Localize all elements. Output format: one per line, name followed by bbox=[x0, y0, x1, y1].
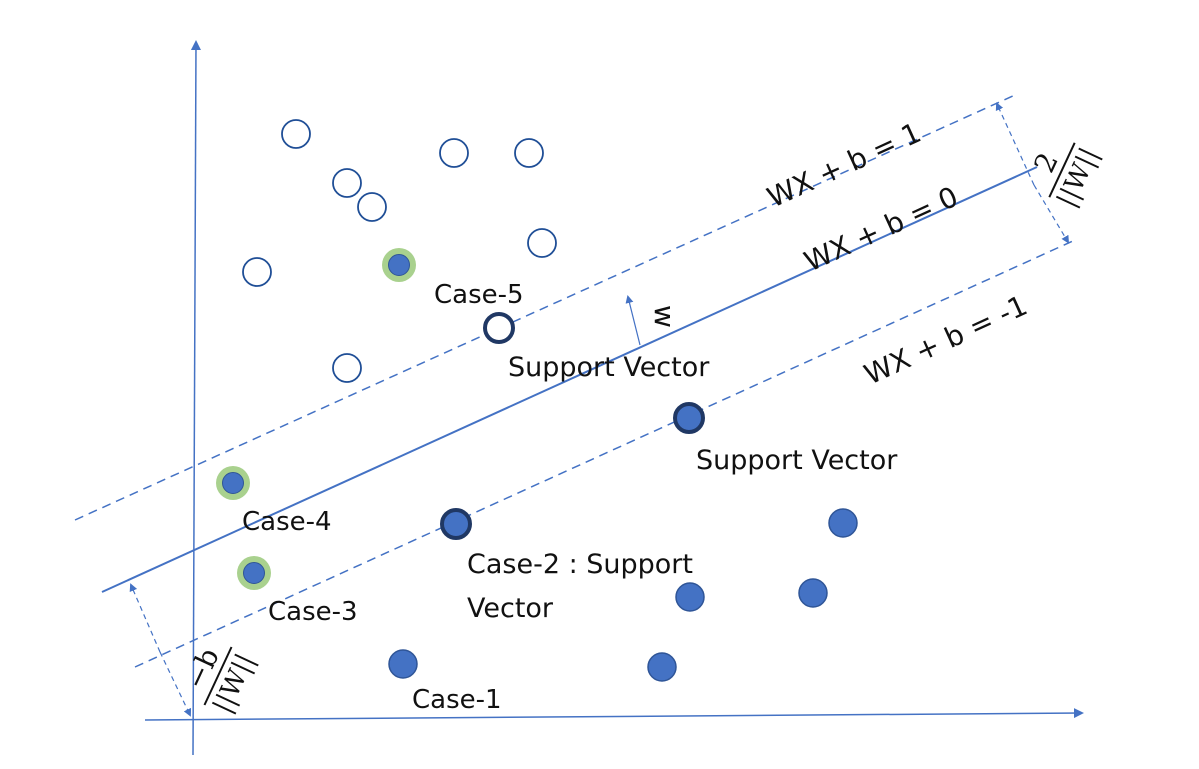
margin-width-arrow bbox=[1033, 184, 1070, 244]
filled-circle-icon bbox=[388, 649, 418, 679]
hollow-circle-icon bbox=[439, 138, 469, 168]
case-4-label: Case-4 bbox=[242, 507, 332, 537]
filled-circle-icon bbox=[798, 578, 828, 608]
support-vector-open-point bbox=[483, 312, 515, 344]
margin-fraction-denominator: ||W|| bbox=[1052, 143, 1105, 212]
hollow-circle-icon bbox=[332, 353, 362, 383]
margin-line-positive bbox=[74, 94, 1016, 521]
filled-circle-icon bbox=[828, 508, 858, 538]
case-1-label: Case-1 bbox=[412, 685, 502, 715]
normal-vector-label: w bbox=[648, 305, 681, 328]
equation-positive-label: WX + b = 1 bbox=[762, 116, 926, 214]
highlighted-points-group bbox=[216, 248, 416, 590]
margin-fraction-numerator: 2 bbox=[1027, 148, 1064, 178]
fraction-bar bbox=[1048, 142, 1076, 198]
support-vector-filled-point bbox=[673, 402, 705, 434]
hollow-circle-icon bbox=[281, 119, 311, 149]
normal-vector-w bbox=[625, 295, 641, 346]
case-3-label: Case-3 bbox=[268, 597, 358, 627]
y-axis bbox=[190, 40, 201, 756]
case-5-label: Case-5 bbox=[434, 280, 524, 310]
hollow-circle-icon bbox=[357, 192, 387, 222]
hollow-circle-icon bbox=[514, 138, 544, 168]
decision-boundary-line bbox=[101, 166, 1038, 593]
filled-circle-icon bbox=[647, 652, 677, 682]
open-points-group bbox=[242, 119, 557, 383]
filled-circle-icon bbox=[388, 254, 410, 276]
margin-width-arrow-up bbox=[995, 102, 1035, 186]
equation-negative-label: WX + b = -1 bbox=[859, 289, 1032, 392]
support-vector-filled-point bbox=[440, 508, 472, 540]
fraction-bar bbox=[203, 646, 233, 706]
filled-circle-icon bbox=[243, 562, 265, 584]
hollow-circle-icon bbox=[332, 168, 362, 198]
support-vector-lower-label: Support Vector bbox=[696, 445, 898, 476]
support-vector-upper-label: Support Vector bbox=[508, 352, 710, 383]
x-axis bbox=[144, 708, 1084, 721]
filled-points-group bbox=[388, 508, 858, 682]
offset-arrow-down bbox=[159, 651, 192, 717]
case-2-label-line1: Case-2 : Support bbox=[467, 549, 693, 580]
filled-circle-icon bbox=[675, 582, 705, 612]
offset-fraction: −b ||W|| bbox=[178, 643, 261, 718]
hollow-circle-icon bbox=[242, 257, 272, 287]
equation-zero-label: WX + b = 0 bbox=[799, 180, 963, 278]
hollow-circle-icon bbox=[527, 228, 557, 258]
margin-line-negative bbox=[134, 239, 1076, 668]
filled-circle-icon bbox=[222, 472, 244, 494]
case-2-label-line2: Vector bbox=[467, 593, 554, 624]
offset-arrow-up bbox=[129, 583, 161, 653]
